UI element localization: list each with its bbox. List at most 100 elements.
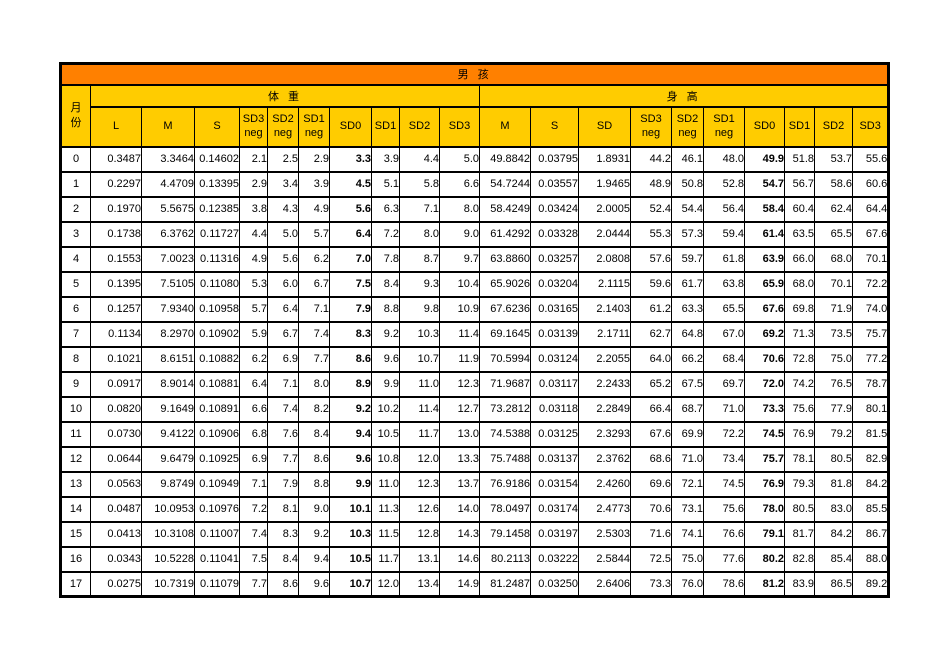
cell-weight-sd0: 10.3 bbox=[329, 521, 372, 548]
cell-height-s: 0.03257 bbox=[530, 246, 579, 273]
cell-weight-sd2: 11.7 bbox=[399, 421, 440, 448]
cell-weight-sd3: 6.6 bbox=[439, 171, 480, 198]
cell-weight-sd0: 8.9 bbox=[329, 371, 372, 398]
cell-weight-sd3: 11.4 bbox=[439, 321, 480, 348]
cell-month: 1 bbox=[60, 171, 91, 198]
cell-weight-sd2: 4.4 bbox=[399, 146, 440, 173]
col-header-weight-sd2: SD2 bbox=[399, 106, 440, 148]
cell-height-sd3: 70.1 bbox=[852, 246, 890, 273]
month-label-line-1: 月 bbox=[70, 102, 82, 115]
cell-month: 4 bbox=[60, 246, 91, 273]
cell-weight-sd0: 6.4 bbox=[329, 221, 372, 248]
table-title: 男 孩 bbox=[60, 63, 890, 86]
cell-weight-m: 7.0023 bbox=[141, 246, 195, 273]
cell-height-sd1-neg: 56.4 bbox=[703, 196, 745, 223]
cell-weight-sd3: 10.4 bbox=[439, 271, 480, 298]
cell-height-s: 0.03250 bbox=[530, 571, 579, 598]
cell-weight-sd2: 12.6 bbox=[399, 496, 440, 523]
cell-weight-sd2-neg: 8.1 bbox=[267, 496, 299, 523]
cell-weight-sd1: 10.5 bbox=[371, 421, 400, 448]
cell-weight-s: 0.10902 bbox=[194, 321, 240, 348]
cell-weight-sd0: 9.4 bbox=[329, 421, 372, 448]
col-header-height-sd3-neg: SD3 neg bbox=[630, 106, 672, 148]
cell-height-sd3-neg: 48.9 bbox=[630, 171, 672, 198]
cell-weight-sd3-neg: 7.4 bbox=[239, 521, 268, 548]
boys-growth-table: 男 孩 月 份 体 重 身 高 L M S SD3 neg SD2 neg SD1 neg SD0… bbox=[59, 62, 891, 598]
cell-height-m: 65.9026 bbox=[479, 271, 531, 298]
cell-weight-sd1: 8.4 bbox=[371, 271, 400, 298]
cell-month: 3 bbox=[60, 221, 91, 248]
cell-height-sd2-neg: 75.0 bbox=[671, 546, 704, 573]
cell-height-sd1: 56.7 bbox=[784, 171, 815, 198]
cell-weight-sd3: 12.3 bbox=[439, 371, 480, 398]
cell-weight-sd3: 14.6 bbox=[439, 546, 480, 573]
cell-weight-sd2-neg: 7.1 bbox=[267, 371, 299, 398]
cell-weight-sd2: 8.0 bbox=[399, 221, 440, 248]
cell-weight-sd0: 10.1 bbox=[329, 496, 372, 523]
cell-height-sd1-neg: 74.5 bbox=[703, 471, 745, 498]
cell-height-s: 0.03139 bbox=[530, 321, 579, 348]
cell-weight-sd2: 7.1 bbox=[399, 196, 440, 223]
cell-height-sd2-neg: 57.3 bbox=[671, 221, 704, 248]
cell-height-sd: 2.2433 bbox=[578, 371, 631, 398]
cell-weight-l: 0.0275 bbox=[90, 571, 142, 598]
cell-height-m: 70.5994 bbox=[479, 346, 531, 373]
cell-weight-sd3: 14.0 bbox=[439, 496, 480, 523]
cell-weight-sd1: 7.2 bbox=[371, 221, 400, 248]
cell-height-s: 0.03174 bbox=[530, 496, 579, 523]
cell-weight-sd1: 9.6 bbox=[371, 346, 400, 373]
cell-weight-sd3: 11.9 bbox=[439, 346, 480, 373]
cell-weight-sd2: 12.0 bbox=[399, 446, 440, 473]
table-row: 12 0.0644 9.6479 0.10925 6.9 7.7 8.6 9.6 10.8 12.… bbox=[60, 446, 890, 473]
cell-height-s: 0.03328 bbox=[530, 221, 579, 248]
cell-height-sd3: 60.6 bbox=[852, 171, 890, 198]
cell-height-sd3-neg: 55.3 bbox=[630, 221, 672, 248]
cell-weight-s: 0.13395 bbox=[194, 171, 240, 198]
cell-weight-sd1-neg: 9.6 bbox=[298, 571, 330, 598]
cell-height-sd3-neg: 72.5 bbox=[630, 546, 672, 573]
cell-height-sd2-neg: 61.7 bbox=[671, 271, 704, 298]
cell-height-sd0: 67.6 bbox=[744, 296, 785, 323]
table-row: 13 0.0563 9.8749 0.10949 7.1 7.9 8.8 9.9 11.0 12.… bbox=[60, 471, 890, 498]
cell-month: 14 bbox=[60, 496, 91, 523]
cell-weight-l: 0.0413 bbox=[90, 521, 142, 548]
cell-weight-l: 0.0917 bbox=[90, 371, 142, 398]
cell-weight-sd3-neg: 7.5 bbox=[239, 546, 268, 573]
cell-height-m: 71.9687 bbox=[479, 371, 531, 398]
cell-height-s: 0.03118 bbox=[530, 396, 579, 423]
cell-weight-s: 0.10906 bbox=[194, 421, 240, 448]
cell-weight-sd2-neg: 7.4 bbox=[267, 396, 299, 423]
cell-height-sd3: 78.7 bbox=[852, 371, 890, 398]
cell-height-sd3-neg: 69.6 bbox=[630, 471, 672, 498]
cell-weight-sd1: 11.5 bbox=[371, 521, 400, 548]
cell-height-s: 0.03117 bbox=[530, 371, 579, 398]
cell-height-sd0: 76.9 bbox=[744, 471, 785, 498]
table-row: 15 0.0413 10.3108 0.11007 7.4 8.3 9.2 10.3 11.5 1… bbox=[60, 521, 890, 548]
cell-month: 0 bbox=[60, 146, 91, 173]
cell-weight-sd2: 10.3 bbox=[399, 321, 440, 348]
cell-weight-sd1-neg: 4.9 bbox=[298, 196, 330, 223]
cell-height-sd2-neg: 54.4 bbox=[671, 196, 704, 223]
cell-height-sd3: 74.0 bbox=[852, 296, 890, 323]
cell-weight-s: 0.11041 bbox=[194, 546, 240, 573]
cell-height-sd1: 80.5 bbox=[784, 496, 815, 523]
cell-weight-sd3: 9.0 bbox=[439, 221, 480, 248]
cell-height-sd: 2.5303 bbox=[578, 521, 631, 548]
cell-height-sd1: 74.2 bbox=[784, 371, 815, 398]
cell-weight-sd1-neg: 7.7 bbox=[298, 346, 330, 373]
section-header-row: 月 份 体 重 身 高 bbox=[60, 84, 890, 148]
cell-weight-sd3: 10.9 bbox=[439, 296, 480, 323]
cell-height-sd: 2.6406 bbox=[578, 571, 631, 598]
cell-weight-l: 0.1970 bbox=[90, 196, 142, 223]
column-header-row: L M S SD3 neg SD2 neg SD1 neg SD0 SD1 SD2 SD3 M S SD SD3… bbox=[61, 106, 890, 148]
cell-height-sd1: 76.9 bbox=[784, 421, 815, 448]
col-header-height-sd1-neg: SD1 neg bbox=[703, 106, 745, 148]
cell-height-sd2: 68.0 bbox=[814, 246, 853, 273]
cell-height-sd3-neg: 70.6 bbox=[630, 496, 672, 523]
cell-weight-sd2-neg: 7.9 bbox=[267, 471, 299, 498]
col-header-weight-s: S bbox=[194, 106, 240, 148]
cell-weight-sd1-neg: 3.9 bbox=[298, 171, 330, 198]
cell-height-sd1: 83.9 bbox=[784, 571, 815, 598]
cell-height-sd2: 81.8 bbox=[814, 471, 853, 498]
cell-height-sd: 1.9465 bbox=[578, 171, 631, 198]
